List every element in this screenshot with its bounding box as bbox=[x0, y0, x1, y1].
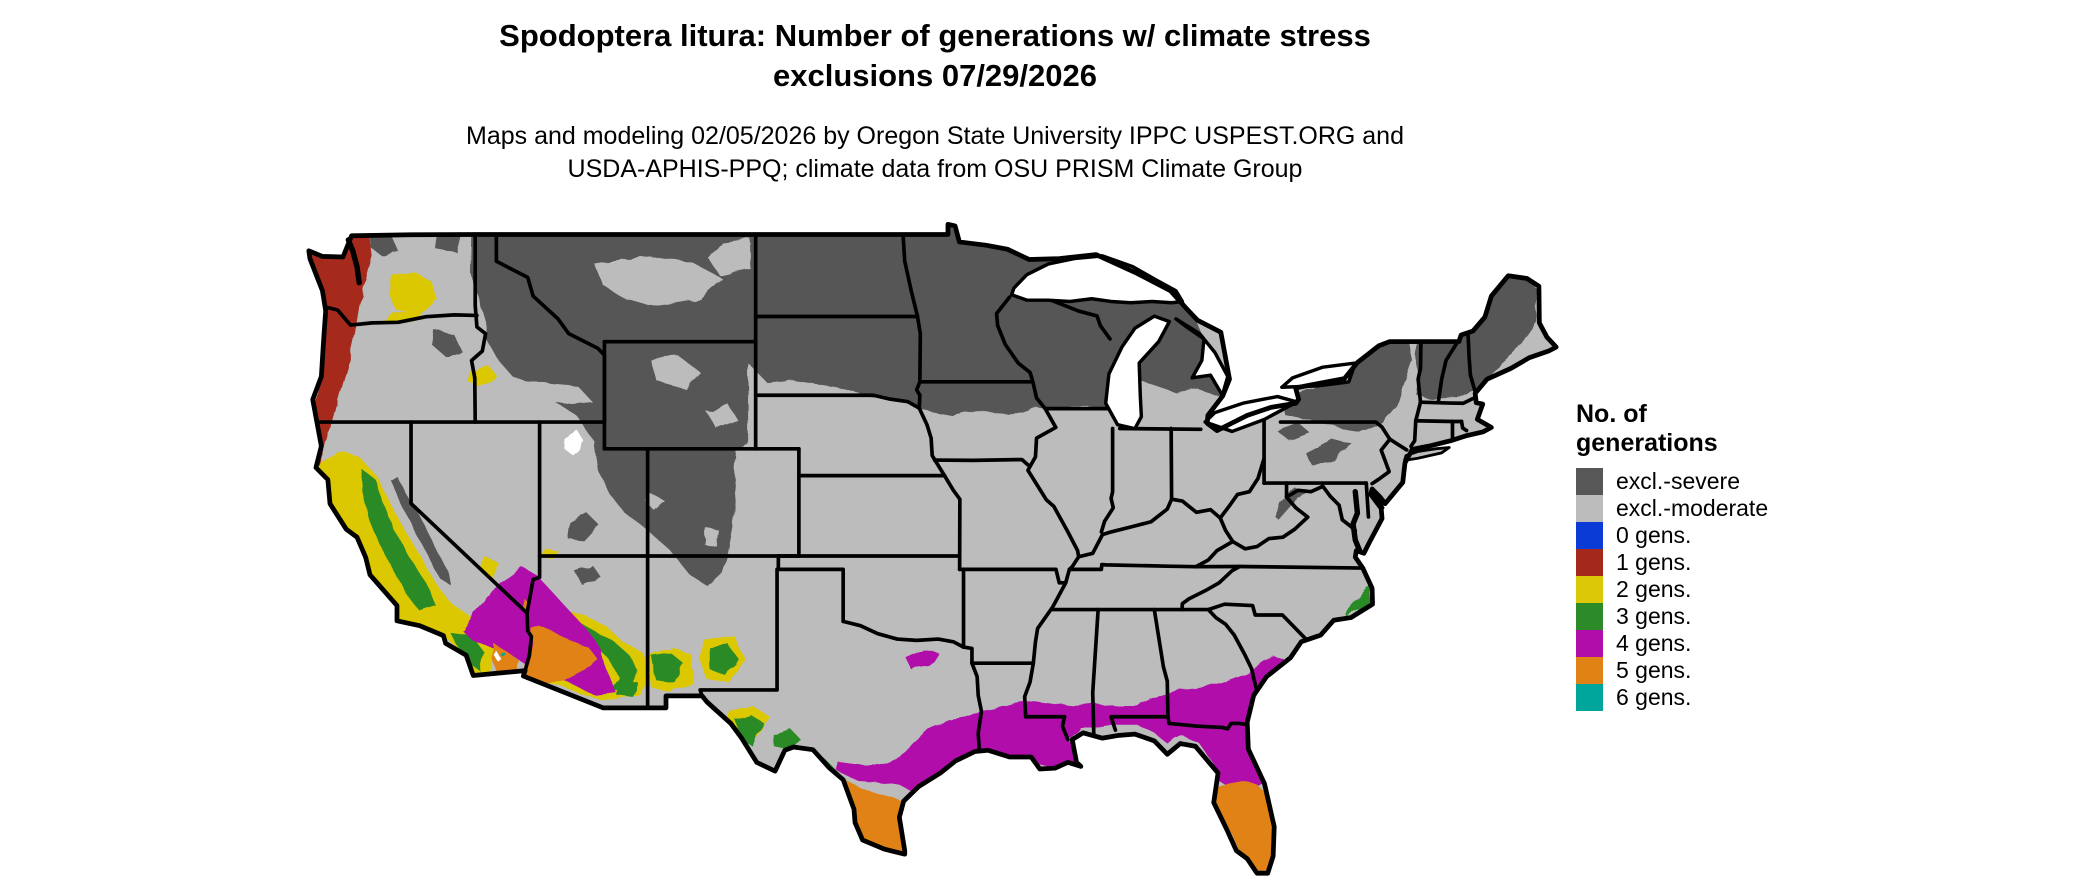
legend-item-label: 3 gens. bbox=[1616, 603, 1692, 629]
title-line-2: exclusions 07/29/2026 bbox=[772, 58, 1097, 93]
legend-color-swatch bbox=[1576, 576, 1603, 603]
figure-subtitle: Maps and modeling 02/05/2026 by Oregon S… bbox=[0, 120, 1870, 186]
legend-color-swatch bbox=[1576, 684, 1603, 711]
legend-item-label: excl.-moderate bbox=[1616, 495, 1769, 521]
legend-item-label: 6 gens. bbox=[1616, 684, 1692, 710]
legend-item: 4 gens. bbox=[1576, 630, 1876, 657]
legend-item: 6 gens. bbox=[1576, 684, 1876, 711]
legend-item: 5 gens. bbox=[1576, 657, 1876, 684]
legend-color-swatch bbox=[1576, 549, 1603, 576]
title-line-1: Spodoptera litura: Number of generations… bbox=[499, 18, 1371, 53]
legend-color-swatch bbox=[1576, 468, 1603, 495]
legend-item-label: excl.-severe bbox=[1616, 468, 1740, 494]
legend-item-label: 4 gens. bbox=[1616, 630, 1692, 656]
legend-item: excl.-moderate bbox=[1576, 495, 1876, 522]
legend: No. of generations excl.-severe excl.-mo… bbox=[1576, 400, 1876, 711]
legend-color-swatch bbox=[1576, 522, 1603, 549]
legend-color-swatch bbox=[1576, 603, 1603, 630]
legend-item: excl.-severe bbox=[1576, 468, 1876, 495]
legend-item: 0 gens. bbox=[1576, 522, 1876, 549]
legend-item-label: 0 gens. bbox=[1616, 522, 1692, 548]
legend-title-line-1: No. of bbox=[1576, 400, 1647, 428]
legend-item: 1 gens. bbox=[1576, 549, 1876, 576]
legend-item-label: 2 gens. bbox=[1616, 576, 1692, 602]
legend-title: No. of generations bbox=[1576, 400, 1876, 458]
legend-item: 2 gens. bbox=[1576, 576, 1876, 603]
subtitle-line-1: Maps and modeling 02/05/2026 by Oregon S… bbox=[466, 122, 1404, 150]
legend-item-label: 1 gens. bbox=[1616, 549, 1692, 575]
legend-title-line-2: generations bbox=[1576, 429, 1718, 457]
subtitle-line-2: USDA-APHIS-PPQ; climate data from OSU PR… bbox=[567, 155, 1303, 183]
legend-color-swatch bbox=[1576, 657, 1603, 684]
legend-item-label: 5 gens. bbox=[1616, 657, 1692, 683]
legend-item: 3 gens. bbox=[1576, 603, 1876, 630]
us-map bbox=[306, 221, 1559, 876]
legend-color-swatch bbox=[1576, 495, 1603, 522]
legend-color-swatch bbox=[1576, 630, 1603, 657]
legend-items: excl.-severe excl.-moderate 0 gens. 1 ge… bbox=[1576, 468, 1876, 711]
figure-title: Spodoptera litura: Number of generations… bbox=[0, 16, 1870, 96]
